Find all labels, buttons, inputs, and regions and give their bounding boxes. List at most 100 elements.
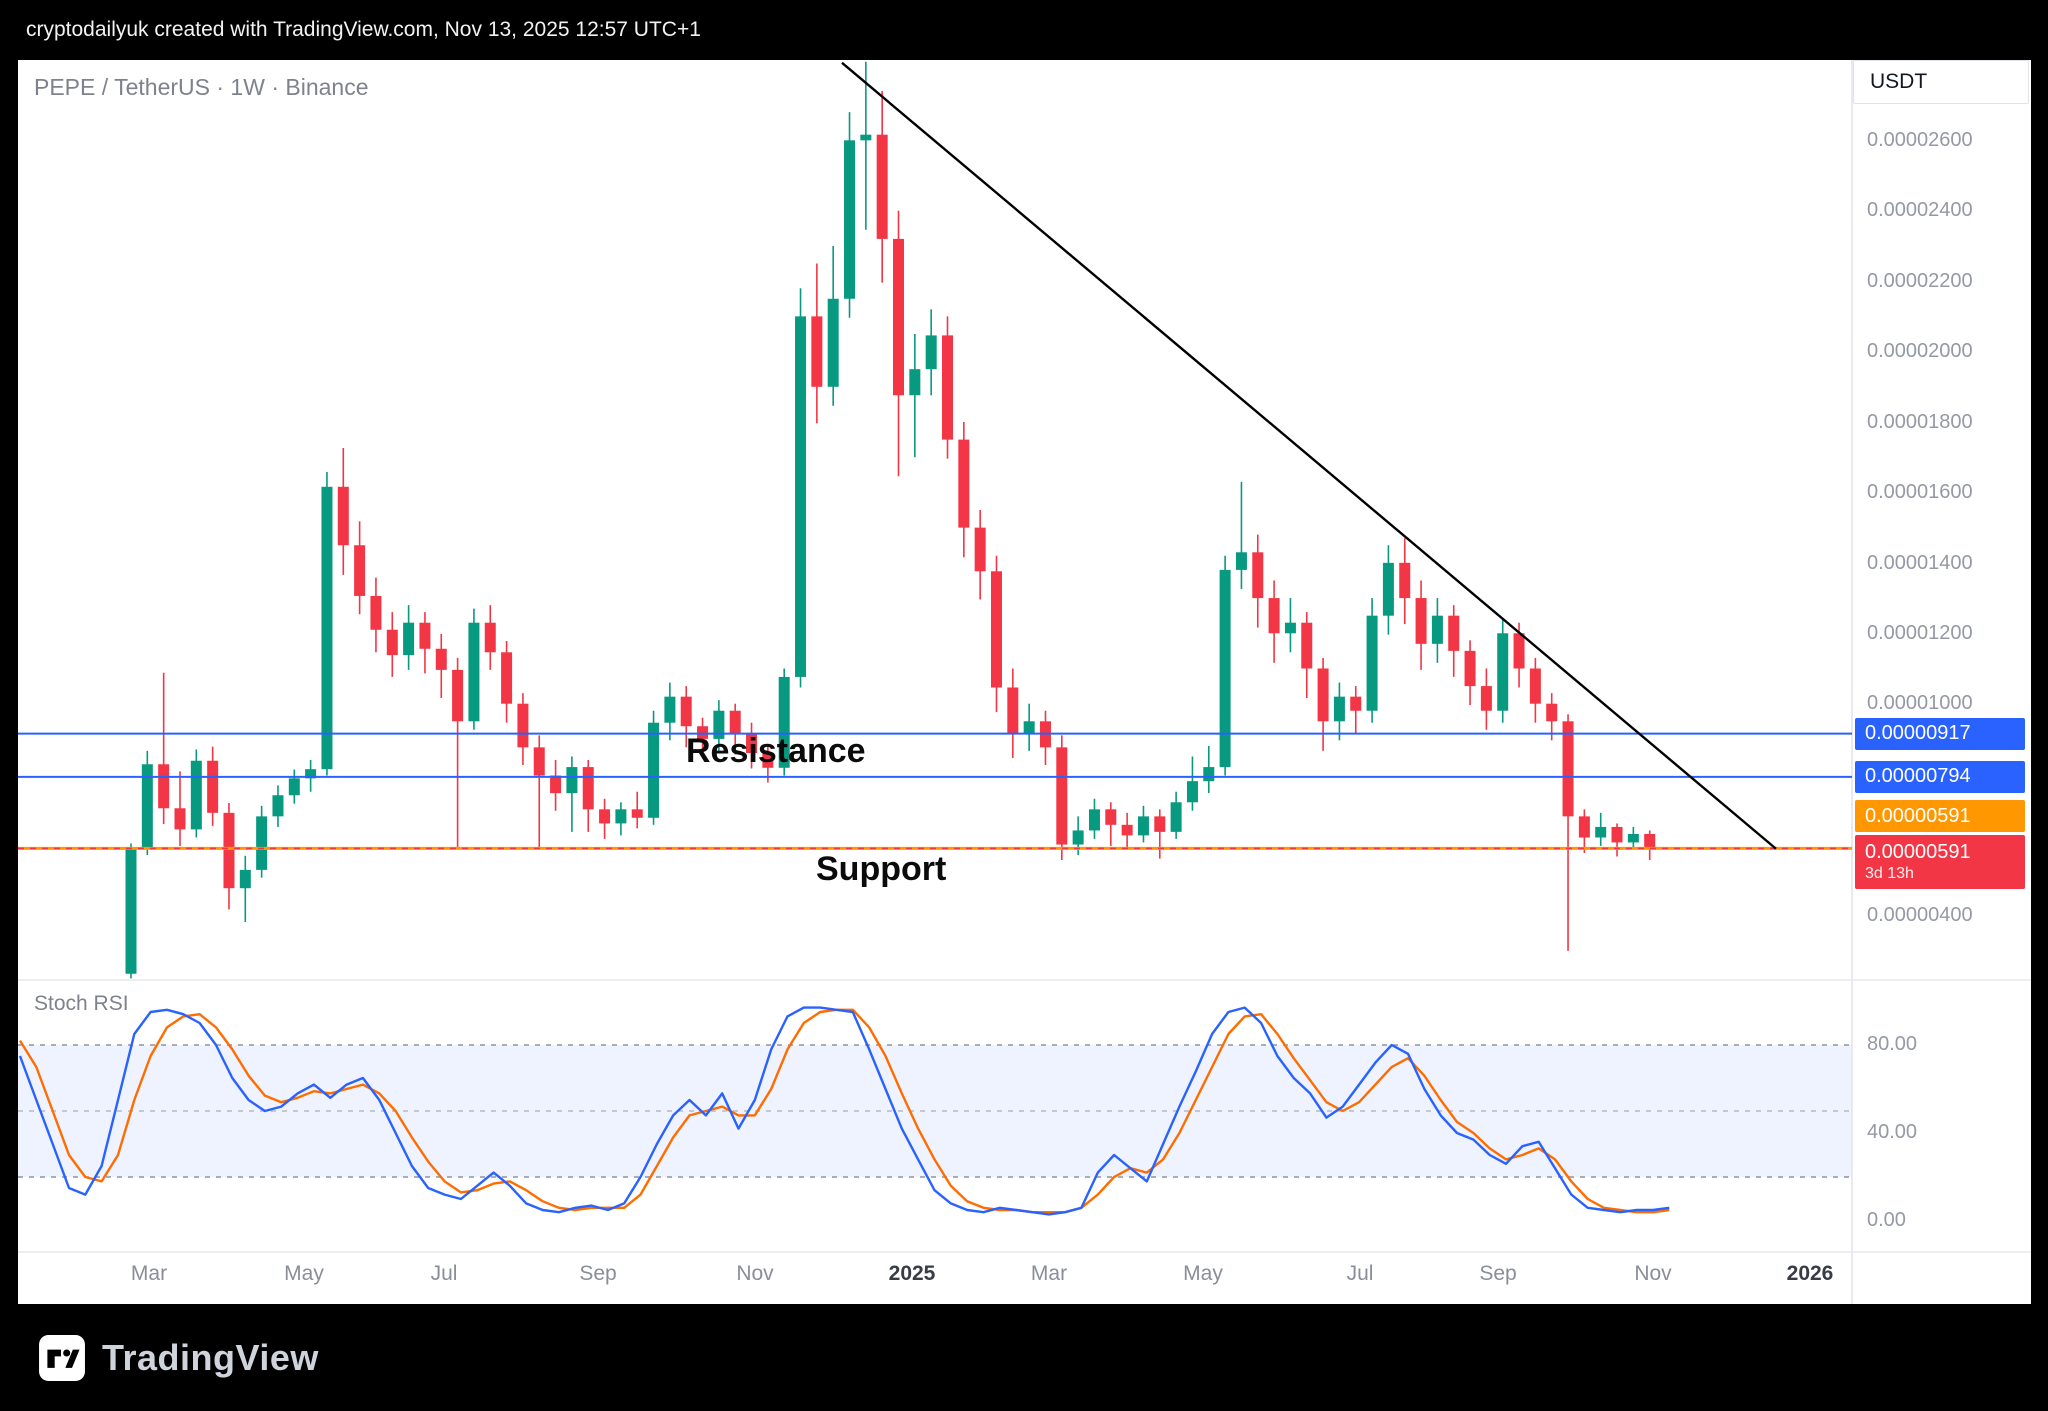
tradingview-wordmark: TradingView [102,1336,319,1378]
candle-body [1154,816,1166,832]
price-label-badge-blue: 0.00000794 [1855,760,2025,793]
support-label[interactable]: Support [816,850,947,888]
resistance-label[interactable]: Resistance [686,732,866,770]
currency-toggle-button[interactable]: USDT [1853,60,2029,104]
candle-body [1644,833,1656,849]
price-axis-label: 0.00001200 [1867,621,1973,644]
candle-body [272,795,284,817]
time-axis-label: Mar [1030,1262,1068,1285]
tradingview-logo[interactable]: TradingView [38,1334,319,1382]
price-axis-label: 0.00002400 [1867,199,1973,222]
time-axis-label: May [284,1262,324,1285]
candle-body [321,486,333,770]
price-axis[interactable]: 0.00002600 0.00002400 0.00002200 0.00002000… [1853,60,2031,1304]
time-axis-label: May [1183,1262,1223,1285]
badge-price: 0.00000591 [1865,804,1971,827]
candle-body [1023,721,1035,734]
candle-body [1350,696,1362,711]
candle-body [1448,615,1460,651]
price-axis-label: 0.00002000 [1867,340,1973,363]
candle-body [876,134,888,239]
footer-bar: TradingView [0,1304,2048,1411]
candle-body [942,335,953,440]
candle-body [1105,809,1117,825]
candle-body [1595,826,1607,838]
candle-body [648,722,660,818]
price-axis-label: 0.00001800 [1867,410,1973,433]
candle-body [631,809,643,818]
chart-panel[interactable]: PEPE / TetherUS · 1W · Binance USDT Resi… [18,60,2031,1304]
candle-body [1186,781,1198,803]
candle-body [795,316,807,677]
candle-body [533,747,545,776]
candle-body [680,696,692,727]
candle-body [158,764,170,809]
time-axis-label: Sep [1479,1262,1517,1285]
candle-body [1399,562,1411,599]
candle-body [1431,615,1443,644]
time-axis-label: Mar [130,1262,168,1285]
price-axis-label: 0.00001000 [1867,692,1973,715]
candle-body [664,696,676,723]
candle-body [1203,767,1215,782]
candle-body [1219,569,1231,768]
candle-body [990,571,1002,688]
candle-body [452,669,464,722]
candle-body [305,769,317,779]
time-axis-label: Sep [579,1262,617,1285]
candle-body [1284,622,1296,634]
badge-countdown: 3d 13h [1865,865,1914,883]
candle-body [1137,816,1149,836]
candle-body [1088,809,1100,831]
candle-body [239,869,251,889]
indicator-axis-label: 80.00 [1867,1033,1918,1055]
candle-body [1072,830,1084,845]
badge-price: 0.00000794 [1865,765,1971,788]
candle-body [484,622,496,653]
candle-body [223,812,235,889]
candle-body [288,778,300,796]
price-label-badge-red: 0.00000591 3d 13h [1855,835,2025,890]
time-axis-label: Jul [430,1262,458,1285]
candle-body [517,703,529,748]
price-axis-label: 0.00000400 [1867,903,1973,926]
time-axis-label: 2025 [888,1262,936,1285]
candle-body [1627,833,1639,843]
candle-body [827,298,839,387]
candle-body [435,648,447,670]
time-axis-label: Jul [1346,1262,1374,1285]
candle-body [1366,615,1378,711]
time-axis-label: 2026 [1786,1262,1834,1285]
symbol-title[interactable]: PEPE / TetherUS · 1W · Binance [34,74,369,100]
candle-body [762,752,774,768]
attribution-bar: cryptodailyuk created with TradingView.c… [0,0,2048,60]
trendline[interactable] [841,61,1777,850]
stoch-k-line [18,1006,1670,1216]
candle-body [354,545,366,596]
candle-body [190,760,202,830]
candle-body [1513,633,1525,669]
candle-body [1170,802,1182,832]
candle-body [1546,703,1558,722]
attribution-text: cryptodailyuk created with TradingView.c… [26,18,701,41]
candle-body [1578,816,1590,838]
candle-body [1464,650,1476,687]
price-axis-label: 0.00001600 [1867,481,1973,504]
candle-body [893,238,905,396]
indicator-title[interactable]: Stoch RSI [34,992,129,1015]
chart-canvas[interactable] [18,60,2031,1304]
candle-body [1252,552,1264,599]
candle-body [337,486,349,546]
candle-body [1056,747,1068,845]
tradingview-logo-icon [39,1334,85,1381]
indicator-axis-label: 40.00 [1867,1121,1918,1143]
candle-body [844,140,856,299]
candle-body [729,710,741,734]
time-axis[interactable]: Mar May Jul Sep Nov 2025 Mar May Jul Sep Nov 2026 [18,1258,2031,1298]
badge-price: 0.00000917 [1865,722,1971,745]
candle-body [860,134,872,141]
time-axis-label: Nov [736,1262,774,1285]
candle-body [958,439,970,528]
price-axis-label: 0.00002600 [1867,129,1973,152]
candle-body [419,622,431,649]
